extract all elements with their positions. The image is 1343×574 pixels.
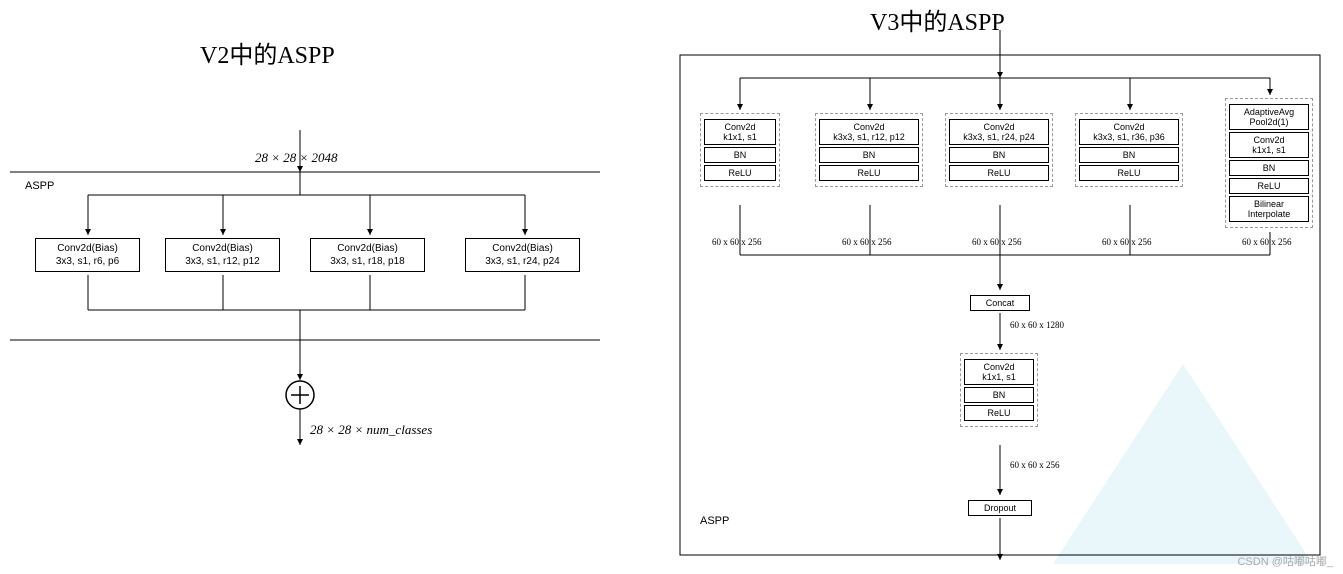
v3-branch-0: Conv2d k1x1, s1 BN ReLU (700, 113, 780, 187)
v3-b4-relu: ReLU (1229, 178, 1309, 194)
v3-b2-conv: Conv2d k3x3, s1, r24, p24 (949, 119, 1049, 145)
v3-b2-relu: ReLU (949, 165, 1049, 181)
v3-bout-0: 60 x 60 x 256 (712, 237, 762, 247)
v3-post-out: 60 x 60 x 256 (1010, 460, 1060, 470)
v3-b2-bn: BN (949, 147, 1049, 163)
v3-b3-bn: BN (1079, 147, 1179, 163)
v3-bout-1: 60 x 60 x 256 (842, 237, 892, 247)
v3-post-bn: BN (964, 387, 1034, 403)
v3-bout-2: 60 x 60 x 256 (972, 237, 1022, 247)
v3-branch-4: AdaptiveAvg Pool2d(1) Conv2d k1x1, s1 BN… (1225, 98, 1313, 228)
v3-post-relu: ReLU (964, 405, 1034, 421)
v3-b4-interp: Bilinear Interpolate (1229, 196, 1309, 222)
v3-b4-bn: BN (1229, 160, 1309, 176)
v3-b1-bn: BN (819, 147, 919, 163)
v3-b0-relu: ReLU (704, 165, 776, 181)
v3-b3-conv: Conv2d k3x3, s1, r36, p36 (1079, 119, 1179, 145)
v3-b1-relu: ReLU (819, 165, 919, 181)
v3-b0-bn: BN (704, 147, 776, 163)
v3-branch-1: Conv2d k3x3, s1, r12, p12 BN ReLU (815, 113, 923, 187)
v3-b3-relu: ReLU (1079, 165, 1179, 181)
v3-b4-conv: Conv2d k1x1, s1 (1229, 132, 1309, 158)
v3-bout-4: 60 x 60 x 256 (1242, 237, 1292, 247)
v3-post-block: Conv2d k1x1, s1 BN ReLU (960, 353, 1038, 427)
v3-bout-3: 60 x 60 x 256 (1102, 237, 1152, 247)
v3-b4-pool: AdaptiveAvg Pool2d(1) (1229, 104, 1309, 130)
v3-concat-out: 60 x 60 x 1280 (1010, 320, 1064, 330)
v3-arrows (0, 0, 1343, 574)
v3-concat: Concat (970, 295, 1030, 311)
v3-b1-conv: Conv2d k3x3, s1, r12, p12 (819, 119, 919, 145)
v3-branch-2: Conv2d k3x3, s1, r24, p24 BN ReLU (945, 113, 1053, 187)
v3-b0-conv: Conv2d k1x1, s1 (704, 119, 776, 145)
v3-dropout: Dropout (968, 500, 1032, 516)
v3-branch-3: Conv2d k3x3, s1, r36, p36 BN ReLU (1075, 113, 1183, 187)
v3-aspp-label: ASPP (700, 515, 729, 527)
v3-post-conv: Conv2d k1x1, s1 (964, 359, 1034, 385)
